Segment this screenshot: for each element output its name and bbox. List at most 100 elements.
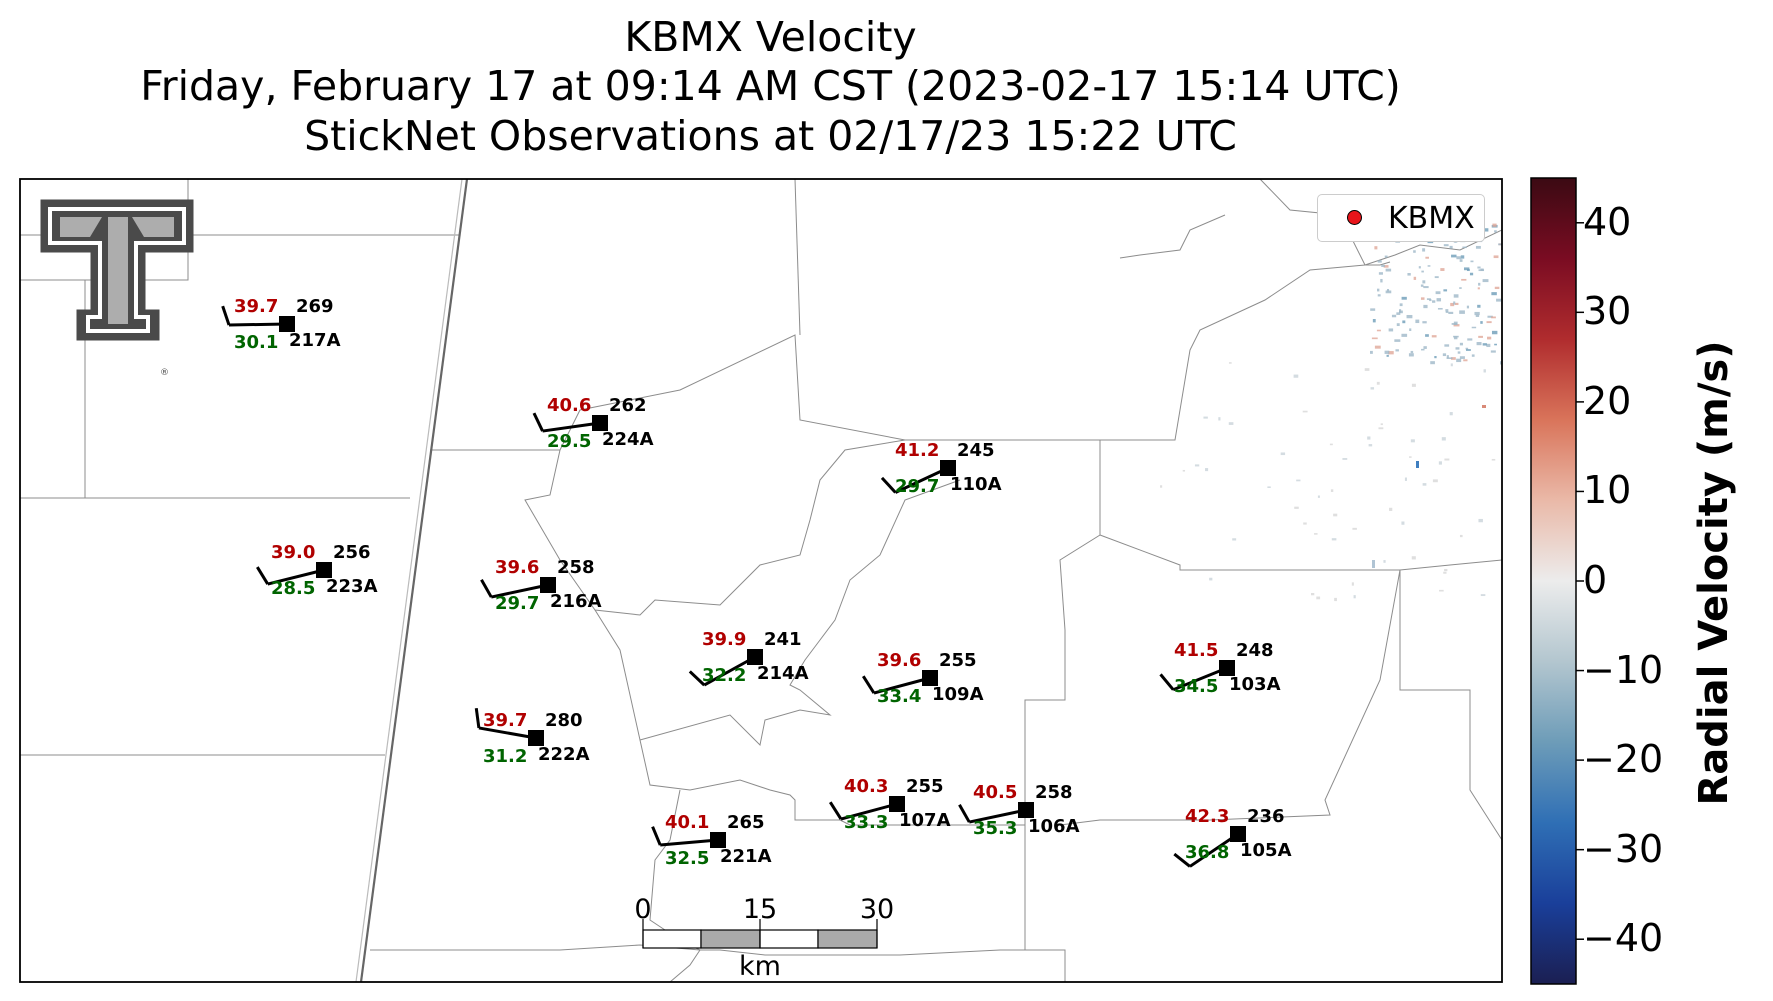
wind-barb-flag <box>474 707 481 729</box>
station-wind-dir: 256 <box>333 542 371 563</box>
station-dewpoint: 34.5 <box>1174 676 1218 697</box>
title-line-2: Friday, February 17 at 09:14 AM CST (202… <box>140 62 1401 110</box>
station-223A: 39.0 256 28.5 223A <box>256 542 378 599</box>
station-marker-icon <box>940 460 956 476</box>
station-dewpoint: 28.5 <box>271 578 315 599</box>
station-wind-dir: 241 <box>764 629 802 650</box>
station-marker-icon <box>922 670 938 686</box>
station-dewpoint: 29.5 <box>547 431 591 452</box>
station-id: 106A <box>1028 816 1080 837</box>
wind-barb-flag <box>1173 852 1191 868</box>
svg-text:®: ® <box>160 368 169 378</box>
wind-barb-staff <box>267 568 325 586</box>
station-temp: 39.6 <box>495 557 539 578</box>
station-103A: 41.5 248 34.5 103A <box>1159 640 1281 697</box>
wind-barb-staff <box>968 808 1027 824</box>
wind-barb-flag <box>532 412 544 432</box>
station-id: 217A <box>289 330 341 351</box>
station-id: 216A <box>550 591 602 612</box>
station-105A: 42.3 236 36.8 105A <box>1173 806 1292 868</box>
wind-barb-staff <box>894 466 949 494</box>
station-temp: 40.6 <box>547 395 591 416</box>
station-wind-dir: 265 <box>727 812 765 833</box>
station-dewpoint: 33.4 <box>877 686 921 707</box>
station-wind-dir: 269 <box>296 296 334 317</box>
colorbar-ticks <box>1576 222 1584 940</box>
station-110A: 41.2 245 29.7 110A <box>880 440 1002 497</box>
station-marker-icon <box>747 649 763 665</box>
station-wind-dir: 245 <box>957 440 995 461</box>
wind-barb-flag <box>958 803 971 823</box>
station-dewpoint: 30.1 <box>234 332 278 353</box>
station-wind-dir: 255 <box>939 650 977 671</box>
station-224A: 40.6 262 29.5 224A <box>532 395 654 452</box>
wind-barb-staff <box>873 676 931 695</box>
station-wind-dir: 280 <box>545 710 583 731</box>
legend-label: KBMX <box>1388 201 1475 236</box>
colorbar <box>1530 177 1577 985</box>
scale-unit: km <box>739 951 781 982</box>
station-wind-dir: 258 <box>557 557 595 578</box>
station-plots: 39.7 269 30.1 217A 40.6 262 29.5 224A 41.2 245 29.… <box>221 296 1292 869</box>
station-wind-dir: 255 <box>906 776 944 797</box>
station-id: 214A <box>757 663 809 684</box>
colorbar-tick-label: 10 <box>1583 468 1632 513</box>
station-wind-dir: 262 <box>609 395 647 416</box>
wind-barb-flag <box>1159 673 1175 691</box>
station-marker-icon <box>279 316 295 332</box>
station-wind-dir: 248 <box>1236 640 1274 661</box>
scale-label-30: 30 <box>859 894 895 925</box>
scale-bar <box>642 919 878 949</box>
logo-icon: ® <box>40 199 194 378</box>
scale-label-15: 15 <box>742 894 778 925</box>
colorbar-tick-label: −30 <box>1583 826 1664 871</box>
colorbar-tick-label: −40 <box>1583 916 1664 961</box>
station-109A: 39.6 255 33.4 109A <box>861 650 984 707</box>
wind-barb-flag <box>221 305 231 326</box>
radar-site-marker-icon <box>1347 210 1362 225</box>
scale-label-0: 0 <box>634 894 652 925</box>
station-dewpoint: 36.8 <box>1185 842 1229 863</box>
station-221A: 40.1 265 32.5 221A <box>651 812 772 869</box>
wind-barb-staff <box>703 655 756 687</box>
station-marker-icon <box>592 415 608 431</box>
station-id: 103A <box>1229 674 1281 695</box>
wind-barb-flag <box>256 566 270 585</box>
wind-barb-staff <box>478 726 537 740</box>
station-marker-icon <box>1219 660 1235 676</box>
station-temp: 39.7 <box>234 296 278 317</box>
wind-barb-staff <box>660 838 719 847</box>
station-temp: 39.7 <box>483 710 527 731</box>
station-222A: 39.7 280 31.2 222A <box>474 707 590 767</box>
station-id: 223A <box>326 576 378 597</box>
map-border <box>19 178 1503 983</box>
station-dewpoint: 31.2 <box>483 746 527 767</box>
wind-barb-staff <box>1189 832 1239 868</box>
station-marker-icon <box>316 562 332 578</box>
wind-barb-flag <box>480 578 493 598</box>
station-id: 222A <box>538 744 590 765</box>
station-id: 107A <box>899 810 951 831</box>
station-marker-icon <box>1018 802 1034 818</box>
station-217A: 39.7 269 30.1 217A <box>221 296 341 353</box>
wind-barb-staff <box>840 802 898 821</box>
colorbar-tick-label: −10 <box>1583 647 1664 692</box>
wind-barb-staff <box>490 583 549 599</box>
station-id: 110A <box>950 474 1002 495</box>
station-id: 221A <box>720 846 772 867</box>
title-line-3: StickNet Observations at 02/17/23 15:22 … <box>304 112 1237 160</box>
wind-barb-flag <box>880 476 897 494</box>
station-dewpoint: 33.3 <box>844 812 888 833</box>
station-106A: 40.5 258 35.3 106A <box>958 782 1080 839</box>
station-wind-dir: 258 <box>1035 782 1073 803</box>
station-marker-icon <box>710 832 726 848</box>
station-dewpoint: 35.3 <box>973 818 1017 839</box>
station-marker-icon <box>889 796 905 812</box>
colorbar-tick-label: 20 <box>1583 378 1632 423</box>
station-dewpoint: 29.7 <box>895 476 939 497</box>
station-temp: 41.2 <box>895 440 939 461</box>
station-marker-icon <box>528 730 544 746</box>
wind-barb-flag <box>651 826 662 846</box>
colorbar-tick-label: 40 <box>1583 199 1632 244</box>
